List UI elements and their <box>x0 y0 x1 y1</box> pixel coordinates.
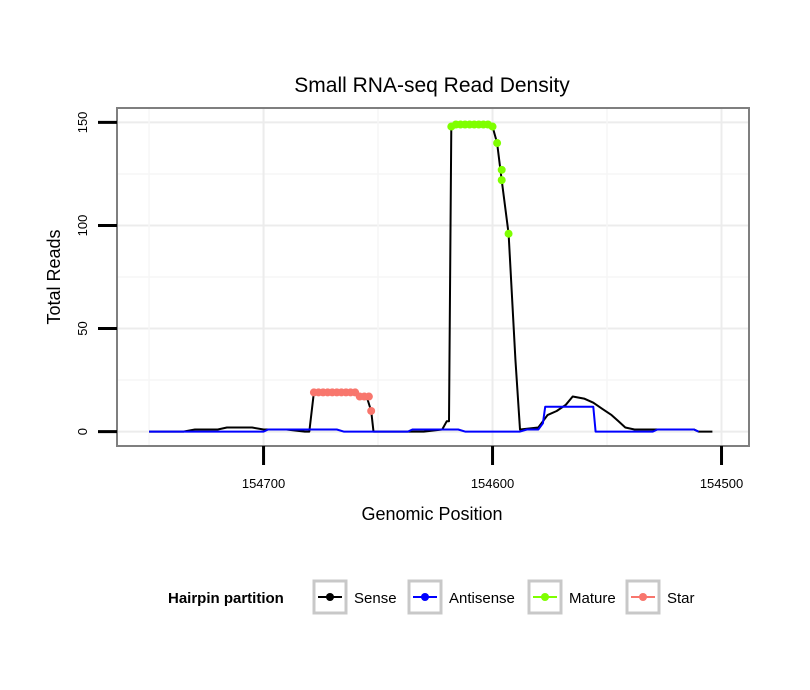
legend-label-sense: Sense <box>354 590 397 607</box>
y-tick-label: 150 <box>75 112 90 134</box>
y-tick-label: 0 <box>75 428 90 435</box>
mature-data-point <box>497 165 506 174</box>
legend-title: Hairpin partition <box>168 590 284 607</box>
legend-label-mature: Mature <box>569 590 616 607</box>
legend-dot-antisense <box>421 593 429 601</box>
y-axis-label: Total Reads <box>44 229 64 324</box>
mature-data-point <box>488 122 497 131</box>
legend-dot-mature <box>541 593 549 601</box>
x-axis-label: Genomic Position <box>361 504 502 524</box>
star-data-point <box>367 406 376 415</box>
data-series <box>149 120 713 433</box>
chart-title: Small RNA-seq Read Density <box>294 74 570 97</box>
legend: Hairpin partition Sense Antisense Mature St… <box>168 579 695 615</box>
y-tick-label: 100 <box>75 215 90 237</box>
y-tick-label: 50 <box>75 321 90 335</box>
legend-dot-star <box>639 593 647 601</box>
x-tick-label: 154500 <box>700 476 743 491</box>
antisense-series-line <box>149 405 700 433</box>
x-tick-label: 154600 <box>471 476 514 491</box>
legend-dot-sense <box>326 593 334 601</box>
sense-series-line <box>149 123 713 433</box>
mature-data-point <box>493 139 502 148</box>
star-data-point <box>364 392 373 401</box>
legend-label-antisense: Antisense <box>449 590 515 607</box>
axes: 0 50 100 150 154700 154600 154500 <box>75 112 743 491</box>
grid-lines <box>117 108 749 446</box>
plot-panel-border <box>116 107 750 447</box>
mature-data-point <box>497 176 506 185</box>
x-tick-label: 154700 <box>242 476 285 491</box>
legend-label-star: Star <box>667 590 695 607</box>
mature-data-point <box>504 229 513 238</box>
